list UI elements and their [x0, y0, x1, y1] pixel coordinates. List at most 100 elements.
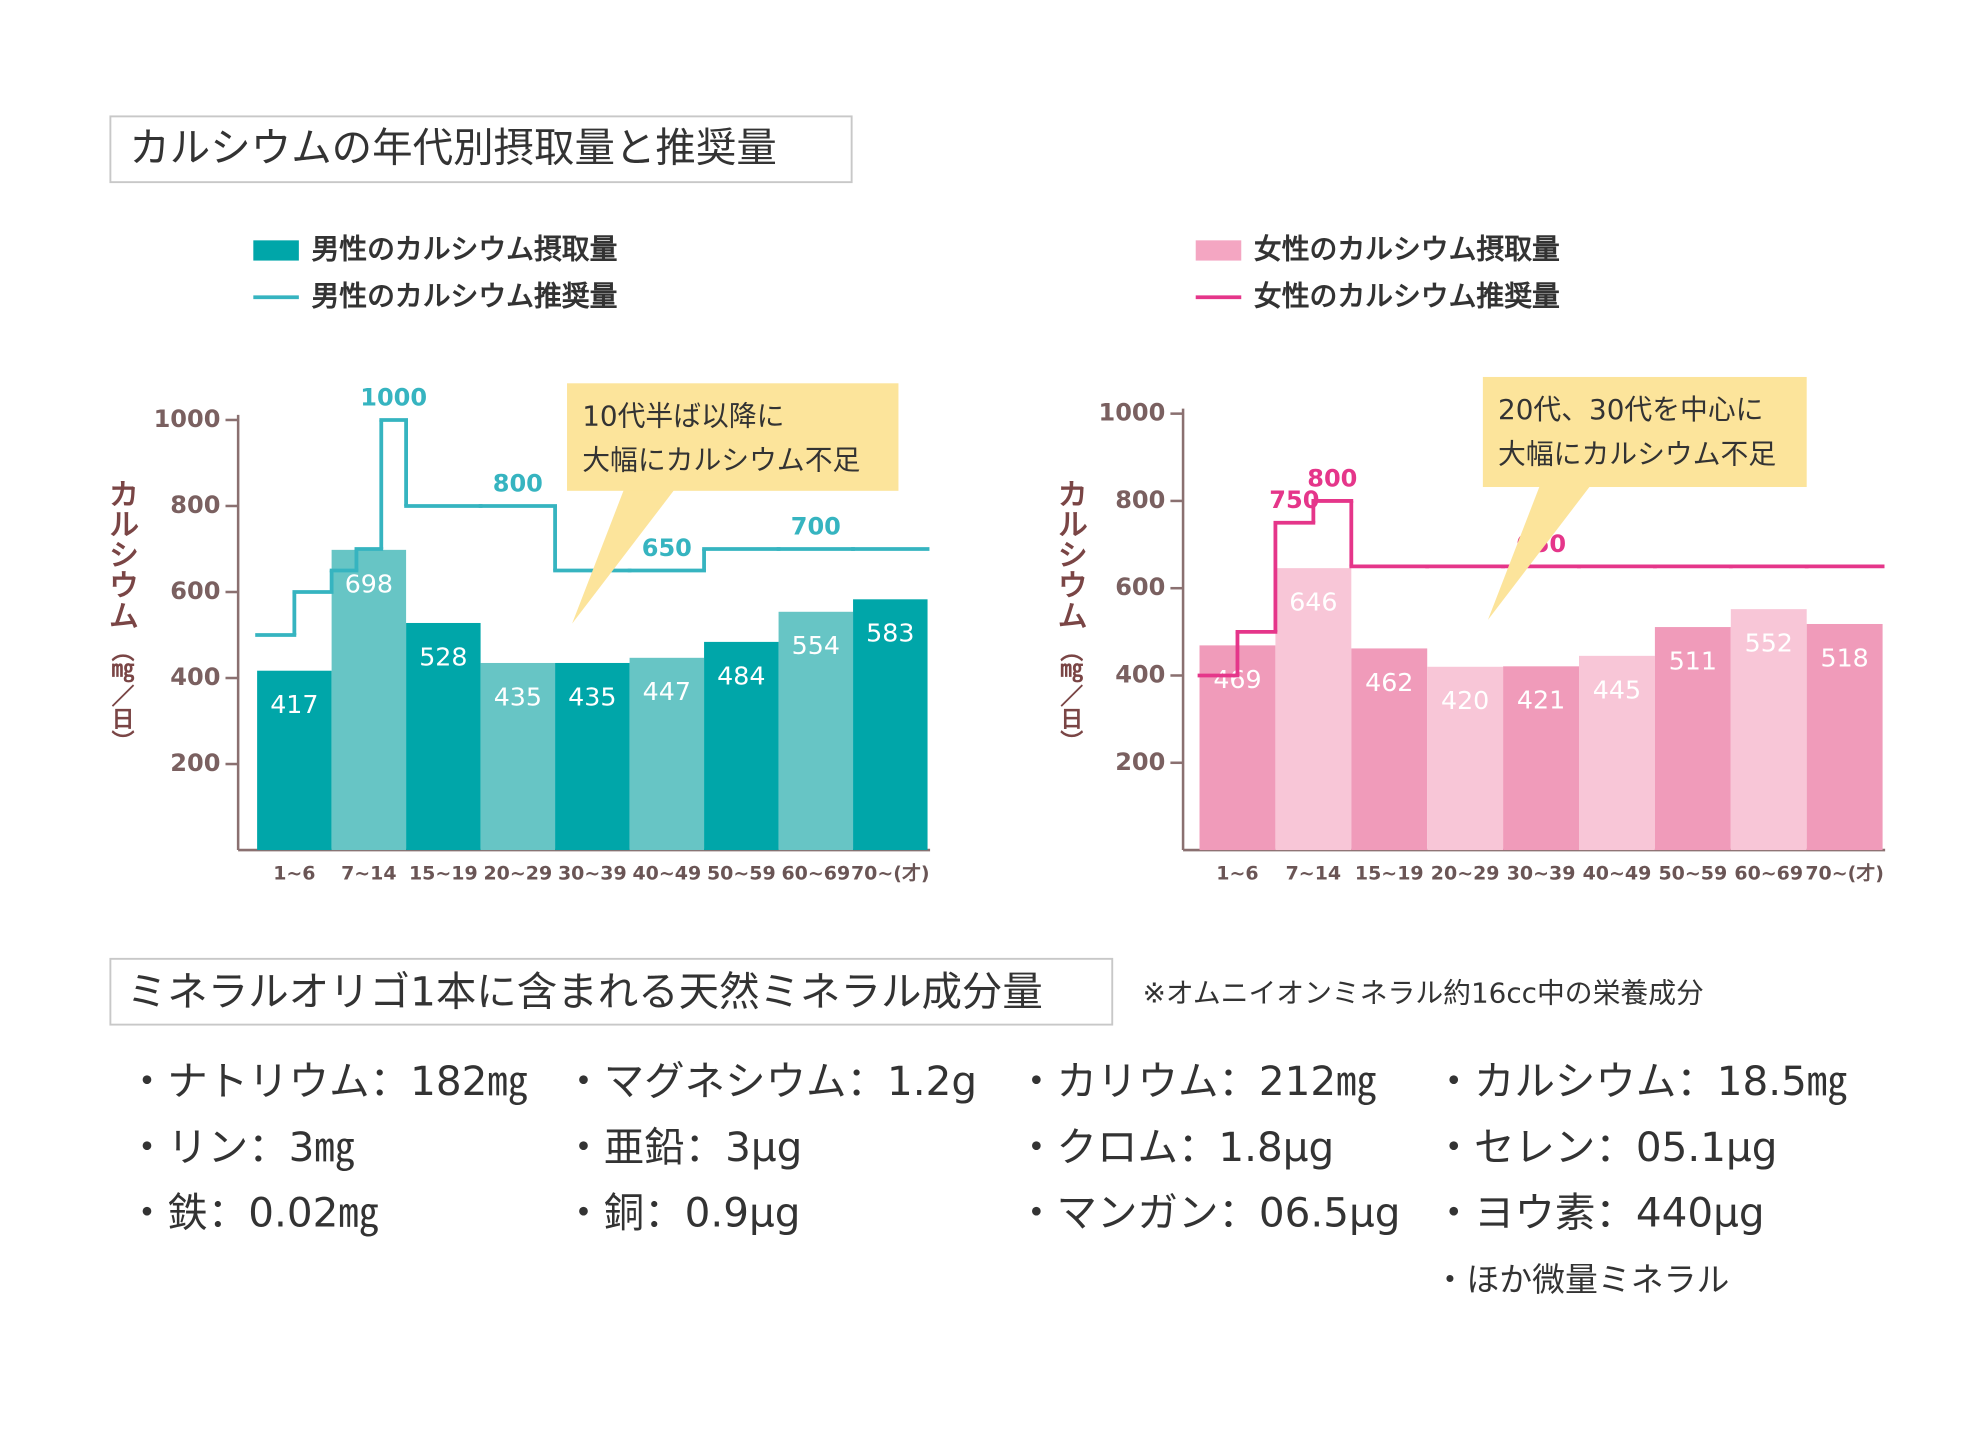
y-tick-label: 800 — [170, 491, 220, 519]
mineral-item: ・リン：3㎎ — [127, 1123, 355, 1172]
y-axis-label: カルシウム — [1052, 478, 1087, 630]
mineral-item: ・鉄：0.02㎎ — [127, 1189, 379, 1238]
legend-label: 男性のカルシウム推奨量 — [312, 279, 618, 312]
x-tick-label: 7~14 — [1286, 863, 1341, 885]
callout-box — [567, 383, 899, 491]
bar — [480, 662, 556, 851]
mineral-item: ・カリウム：212㎎ — [1016, 1057, 1377, 1106]
legend-swatch — [253, 240, 299, 261]
bar — [331, 549, 407, 851]
bar-value-label: 435 — [494, 682, 542, 711]
bar — [1503, 666, 1580, 851]
y-tick-label: 600 — [1115, 573, 1165, 601]
bar-value-label: 435 — [568, 682, 616, 711]
callout-pointer — [1487, 485, 1591, 620]
x-tick-label: 20~29 — [483, 863, 552, 885]
bar-value-label: 420 — [1441, 686, 1489, 715]
line-value-label: 800 — [1307, 464, 1357, 492]
line-value-label: 800 — [493, 469, 543, 497]
y-tick-label: 1000 — [1099, 399, 1166, 427]
minerals-title-box — [109, 957, 1114, 1026]
line-value-label: 650 — [642, 534, 692, 562]
x-tick-label: 50~59 — [707, 863, 776, 885]
callout-text: 10代半ば以降に — [582, 399, 784, 432]
bar-value-label: 421 — [1517, 686, 1565, 715]
x-tick-label: 60~69 — [1734, 863, 1803, 885]
bar — [1199, 645, 1276, 851]
bar — [555, 662, 630, 851]
bar-value-label: 583 — [866, 619, 914, 648]
y-axis-label: （㎎／日） — [1056, 639, 1082, 753]
bar-value-label: 552 — [1745, 629, 1793, 658]
x-tick-label: 40~49 — [1583, 863, 1652, 885]
callout-text: 大幅にカルシウム不足 — [1498, 437, 1776, 470]
mineral-item: ・銅：0.9μg — [563, 1189, 800, 1237]
x-tick-label: 1~6 — [273, 863, 315, 885]
mineral-item: ・ナトリウム：182㎎ — [127, 1057, 528, 1106]
bar-value-label: 646 — [1289, 588, 1337, 617]
x-tick-label: 15~19 — [1355, 863, 1424, 885]
callout-pointer — [572, 489, 675, 624]
bar-value-label: 445 — [1593, 675, 1641, 704]
legend-label: 男性のカルシウム摂取量 — [312, 232, 618, 265]
line-value-label: 700 — [791, 512, 841, 540]
bar — [778, 611, 854, 851]
line-value-label: 1000 — [360, 383, 427, 411]
y-tick-label: 400 — [1115, 660, 1165, 688]
bar — [406, 622, 481, 851]
mineral-item: ・亜鉛：3μg — [563, 1123, 802, 1171]
y-tick-label: 800 — [1115, 486, 1165, 514]
bar-value-label: 518 — [1821, 643, 1869, 672]
bar-value-label: 417 — [270, 690, 318, 719]
bar-value-label: 698 — [345, 569, 393, 598]
title-box — [109, 115, 853, 184]
y-axis-label: カルシウム — [103, 478, 138, 630]
mineral-item: ・ヨウ素：440μg — [1434, 1189, 1765, 1237]
callout-box — [1482, 376, 1807, 488]
callout-text: 20代、30代を中心に — [1498, 393, 1763, 426]
y-tick-label: 200 — [170, 749, 220, 777]
minerals-extra: ・ほか微量ミネラル — [1434, 1260, 1730, 1299]
x-tick-label: 40~49 — [632, 863, 701, 885]
bar-value-label: 484 — [717, 661, 765, 690]
bar — [1654, 627, 1731, 851]
mineral-item: ・クロム：1.8μg — [1016, 1123, 1334, 1171]
minerals-title: ミネラルオリゴ1本に含まれる天然ミネラル成分量 — [127, 967, 1043, 1015]
x-tick-label: 50~59 — [1658, 863, 1727, 885]
y-tick-label: 200 — [1115, 748, 1165, 776]
bar — [1351, 648, 1428, 851]
callout-text: 大幅にカルシウム不足 — [582, 444, 860, 477]
y-tick-label: 600 — [170, 577, 220, 605]
x-tick-label: 30~39 — [1507, 863, 1576, 885]
x-tick-label: 70~(才) — [851, 862, 930, 885]
bar — [853, 599, 928, 851]
minerals-note: ※オムニイオンミネラル約16cc中の栄養成分 — [1143, 976, 1704, 1009]
x-tick-label: 30~39 — [558, 863, 627, 885]
y-tick-label: 1000 — [154, 405, 221, 433]
bar — [704, 641, 779, 851]
legend-swatch — [1195, 240, 1242, 261]
x-tick-label: 7~14 — [341, 863, 396, 885]
bar-value-label: 554 — [792, 631, 840, 660]
bar — [629, 657, 705, 851]
y-tick-label: 400 — [170, 663, 220, 691]
bar — [1579, 655, 1655, 851]
bar — [1806, 623, 1883, 851]
bar — [1730, 609, 1807, 851]
x-tick-label: 20~29 — [1431, 863, 1500, 885]
x-tick-label: 60~69 — [781, 863, 850, 885]
bar-value-label: 511 — [1669, 646, 1717, 675]
legend-label: 女性のカルシウム推奨量 — [1254, 279, 1560, 312]
bar-value-label: 447 — [643, 677, 691, 706]
y-axis-label: （㎎／日） — [107, 639, 133, 753]
bar — [257, 670, 332, 851]
x-tick-label: 1~6 — [1216, 863, 1258, 885]
mineral-item: ・セレン：05.1μg — [1434, 1123, 1778, 1171]
legend-label: 女性のカルシウム摂取量 — [1254, 232, 1560, 265]
mineral-item: ・マンガン：06.5μg — [1016, 1189, 1400, 1237]
page-title: カルシウムの年代別摂取量と推奨量 — [129, 124, 777, 172]
line-value-label: 750 — [1269, 486, 1319, 514]
x-tick-label: 15~19 — [409, 863, 478, 885]
bar-value-label: 462 — [1365, 668, 1413, 697]
